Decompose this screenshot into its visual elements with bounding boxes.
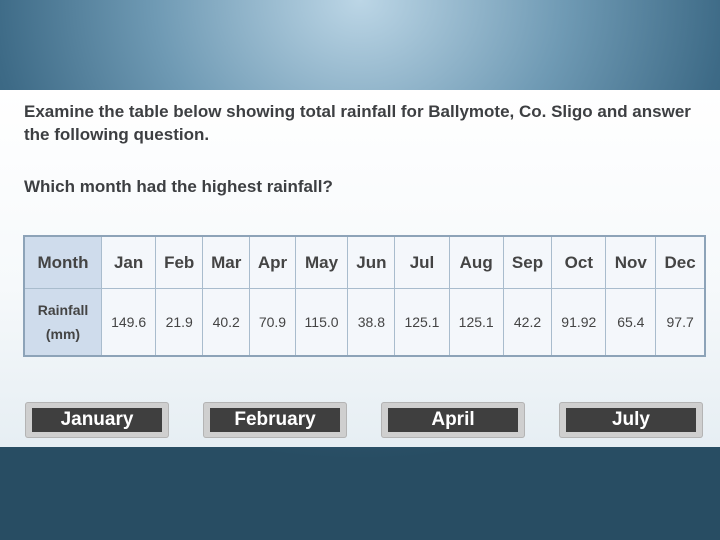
month-cell: Mar <box>202 235 251 289</box>
question-panel: Examine the table below showing total ra… <box>0 90 720 447</box>
answer-label: February <box>210 408 340 432</box>
month-row-header: Month <box>23 235 102 289</box>
month-cell: Feb <box>155 235 204 289</box>
answer-button-february[interactable]: February <box>203 402 347 438</box>
rainfall-cell: 115.0 <box>294 288 349 357</box>
rainfall-cell: 40.2 <box>202 288 251 357</box>
month-cell: Dec <box>655 235 706 289</box>
question-prompt: Which month had the highest rainfall? <box>24 177 333 196</box>
month-cell: Jan <box>100 235 157 289</box>
rainfall-cell: 38.8 <box>347 288 396 357</box>
answer-label: July <box>566 408 696 432</box>
month-cell: Jun <box>347 235 396 289</box>
rainfall-cell: 149.6 <box>100 288 157 357</box>
answer-label: January <box>32 408 162 432</box>
rainfall-cell: 97.7 <box>655 288 706 357</box>
month-cell: May <box>294 235 349 289</box>
answer-label: April <box>388 408 518 432</box>
month-cell: Jul <box>394 235 450 289</box>
month-cell: Aug <box>448 235 504 289</box>
rainfall-cell: 65.4 <box>605 288 657 357</box>
month-cell: Nov <box>605 235 657 289</box>
question-intro: Examine the table below showing total ra… <box>24 102 691 144</box>
rainfall-row-header: Rainfall (mm) <box>23 288 102 357</box>
answer-button-january[interactable]: January <box>25 402 169 438</box>
month-cell: Apr <box>249 235 296 289</box>
rainfall-cell: 70.9 <box>249 288 296 357</box>
answer-button-july[interactable]: July <box>559 402 703 438</box>
rainfall-cell: 91.92 <box>551 288 607 357</box>
month-row: Month Jan Feb Mar Apr May Jun Jul Aug Se… <box>23 235 706 289</box>
rainfall-row: Rainfall (mm) 149.6 21.9 40.2 70.9 115.0… <box>23 288 706 357</box>
rainfall-cell: 42.2 <box>502 288 553 357</box>
month-cell: Oct <box>551 235 607 289</box>
rainfall-cell: 125.1 <box>394 288 450 357</box>
month-cell: Sep <box>502 235 553 289</box>
rainfall-cell: 125.1 <box>448 288 504 357</box>
rainfall-cell: 21.9 <box>155 288 204 357</box>
rainfall-table: Month Jan Feb Mar Apr May Jun Jul Aug Se… <box>23 235 706 357</box>
answer-button-april[interactable]: April <box>381 402 525 438</box>
